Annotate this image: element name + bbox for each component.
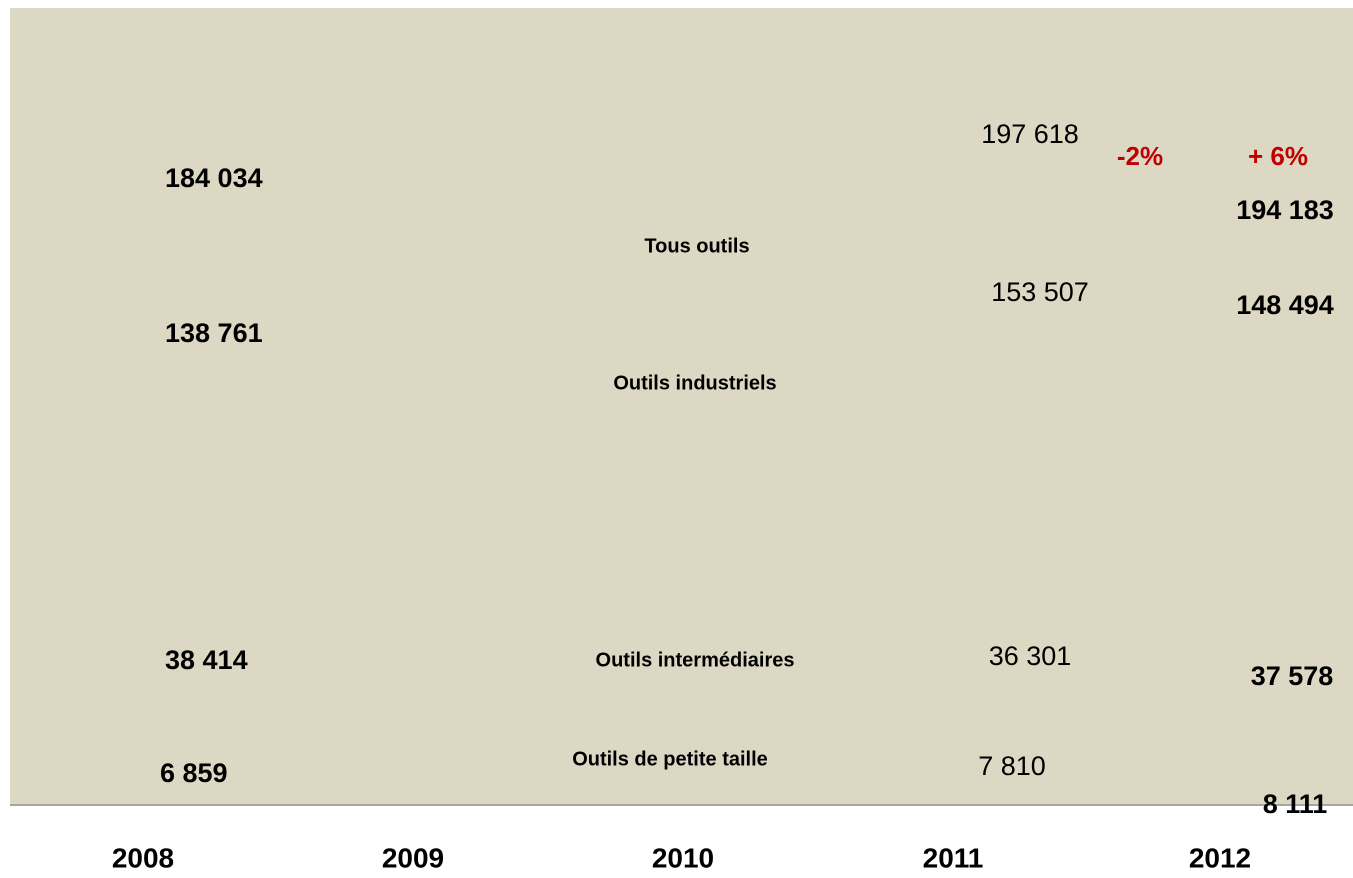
annotation: + 6% — [1248, 141, 1308, 171]
data-label: 6 859 — [160, 758, 228, 788]
data-label: 8 111 — [1263, 789, 1328, 819]
data-label: 184 034 — [165, 163, 263, 193]
data-label: 38 414 — [165, 645, 248, 675]
data-label: 197 618 — [981, 119, 1079, 149]
series-label: Outils industriels — [613, 372, 776, 394]
x-tick-label: 2010 — [652, 842, 714, 873]
data-label: 138 761 — [165, 318, 263, 348]
annotation: -2% — [1117, 141, 1163, 171]
series-label: Tous outils — [644, 235, 749, 257]
series-label: Outils de petite taille — [572, 748, 768, 770]
x-tick-label: 2011 — [923, 842, 984, 873]
x-tick-label: 2008 — [112, 842, 174, 873]
data-label: 37 578 — [1251, 661, 1334, 691]
plot-background — [10, 8, 1353, 805]
x-tick-label: 2012 — [1189, 842, 1251, 873]
data-label: 36 301 — [989, 641, 1072, 671]
data-label: 7 810 — [978, 751, 1046, 781]
data-label: 194 183 — [1236, 195, 1334, 225]
x-tick-label: 2009 — [382, 842, 444, 873]
data-label: 153 507 — [991, 277, 1089, 307]
data-label: 148 494 — [1236, 290, 1334, 320]
series-label: Outils intermédiaires — [596, 649, 795, 671]
